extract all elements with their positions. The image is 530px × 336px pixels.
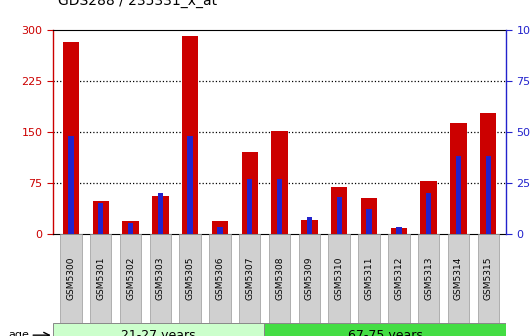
Bar <box>271 130 288 234</box>
Bar <box>307 217 312 234</box>
Text: GDS288 / 235331_x_at: GDS288 / 235331_x_at <box>58 0 217 8</box>
Bar <box>426 193 431 234</box>
Bar <box>264 323 506 336</box>
Bar <box>68 136 74 234</box>
Text: 21-27 years: 21-27 years <box>121 329 196 336</box>
Bar <box>217 227 223 234</box>
Text: GSM5308: GSM5308 <box>275 256 284 300</box>
Text: GSM5309: GSM5309 <box>305 256 314 300</box>
Bar <box>299 234 320 323</box>
Bar <box>485 156 491 234</box>
Bar <box>90 234 111 323</box>
Bar <box>277 179 282 234</box>
Bar <box>301 220 317 234</box>
Bar <box>247 179 252 234</box>
Text: GSM5314: GSM5314 <box>454 256 463 300</box>
Text: 67-75 years: 67-75 years <box>348 329 423 336</box>
Bar <box>420 181 437 234</box>
Bar <box>63 42 79 234</box>
Bar <box>358 234 379 323</box>
Bar <box>93 201 109 234</box>
Bar <box>157 193 163 234</box>
Bar <box>98 203 103 234</box>
Bar <box>149 234 171 323</box>
Bar <box>396 227 402 234</box>
Text: GSM5303: GSM5303 <box>156 256 165 300</box>
Bar <box>418 234 439 323</box>
Text: GSM5315: GSM5315 <box>484 256 493 300</box>
Text: GSM5306: GSM5306 <box>216 256 224 300</box>
Bar <box>388 234 410 323</box>
Text: GSM5312: GSM5312 <box>394 256 403 300</box>
Bar <box>182 36 198 234</box>
Text: GSM5301: GSM5301 <box>96 256 105 300</box>
Bar <box>391 228 407 234</box>
Bar <box>188 136 193 234</box>
Bar <box>122 221 139 234</box>
Bar <box>120 234 141 323</box>
Bar <box>329 234 350 323</box>
Bar <box>456 156 461 234</box>
Text: GSM5310: GSM5310 <box>335 256 343 300</box>
Bar <box>269 234 290 323</box>
Bar <box>242 152 258 234</box>
Bar <box>209 234 231 323</box>
Bar <box>53 323 264 336</box>
Text: GSM5313: GSM5313 <box>424 256 433 300</box>
Bar <box>480 113 497 234</box>
Text: GSM5307: GSM5307 <box>245 256 254 300</box>
Bar <box>478 234 499 323</box>
Bar <box>152 196 169 234</box>
Bar <box>366 209 372 234</box>
Bar <box>239 234 260 323</box>
Text: age: age <box>8 330 29 336</box>
Bar <box>212 221 228 234</box>
Bar <box>450 123 466 234</box>
Text: GSM5300: GSM5300 <box>66 256 75 300</box>
Text: GSM5302: GSM5302 <box>126 256 135 300</box>
Bar <box>179 234 201 323</box>
Bar <box>361 198 377 234</box>
Bar <box>60 234 82 323</box>
Bar <box>128 223 133 234</box>
Text: GSM5311: GSM5311 <box>365 256 374 300</box>
Bar <box>337 197 342 234</box>
Bar <box>331 187 347 234</box>
Bar <box>448 234 469 323</box>
Text: GSM5305: GSM5305 <box>186 256 195 300</box>
